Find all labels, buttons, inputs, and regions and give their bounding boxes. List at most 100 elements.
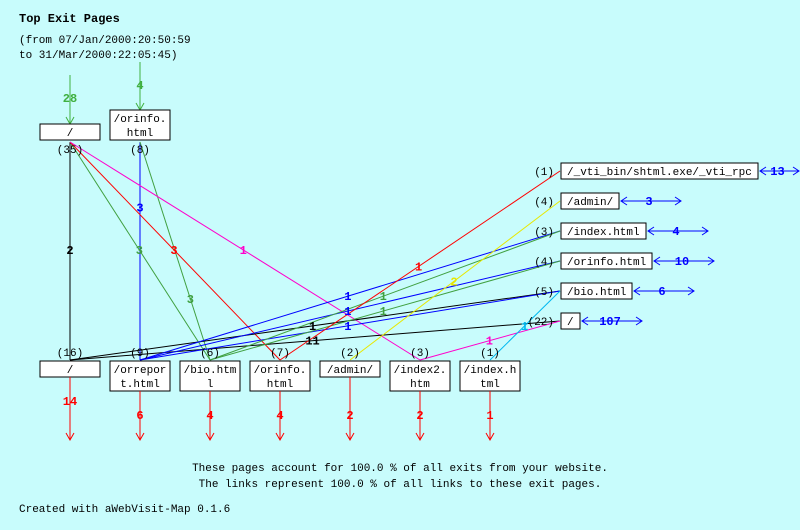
arrowhead-icon <box>345 432 355 442</box>
page-node-box <box>109 360 171 392</box>
edge-label: 1 <box>240 244 247 258</box>
page-title: Top Exit Pages <box>19 12 120 26</box>
edge-line <box>139 230 561 361</box>
edge-label: 1 <box>344 290 351 304</box>
exit-count: 14 <box>63 395 77 409</box>
page-node-label: tml <box>480 379 500 391</box>
page-hit-count: (4) <box>534 257 554 269</box>
page-node-label: /orinfo. <box>254 365 307 377</box>
page-node-label: html <box>127 128 153 140</box>
page-node-box <box>389 360 451 392</box>
date-range-start: (from 07/Jan/2000:20:50:59 <box>19 35 191 47</box>
page-node-label: l <box>207 379 214 391</box>
arrowhead-icon <box>205 432 215 442</box>
edge-line <box>139 290 561 361</box>
exit-count: 4 <box>206 409 213 423</box>
arrowhead-icon <box>65 432 75 442</box>
edge-line <box>489 290 561 361</box>
page-node-box <box>179 360 241 392</box>
edge-line <box>349 200 561 361</box>
arrowhead-icon <box>759 166 767 176</box>
page-node-box <box>560 222 647 240</box>
page-hit-count: (22) <box>528 317 554 329</box>
edge-label: 3 <box>187 293 194 307</box>
edge-line <box>69 141 281 361</box>
self-link-count: 3 <box>645 195 652 209</box>
edge-line <box>69 141 211 361</box>
edge-label: 1 <box>486 335 493 349</box>
edge-line <box>279 170 561 361</box>
page-node-box <box>560 192 620 210</box>
page-hit-count: (1) <box>480 348 500 360</box>
self-link-count: 107 <box>599 315 621 329</box>
arrowhead-icon <box>633 286 641 296</box>
edge-line <box>209 260 561 361</box>
links-summary: The links represent 100.0 % of all links… <box>198 479 602 491</box>
page-node-label: html <box>267 379 293 391</box>
page-node-label: /index.h <box>464 365 517 377</box>
entry-count: 28 <box>63 92 77 106</box>
self-link-count: 6 <box>658 285 665 299</box>
page-node-label: /index2. <box>394 365 447 377</box>
page-node-label: / <box>567 317 574 329</box>
page-hit-count: (1) <box>534 167 554 179</box>
page-node-label: /orinfo.html <box>567 257 646 269</box>
arrowhead-icon <box>635 316 643 326</box>
edge-label: 3 <box>136 201 143 215</box>
page-node-box <box>109 109 171 141</box>
edge-label: 2 <box>450 275 457 289</box>
edge-line <box>139 260 561 361</box>
page-hit-count: (6) <box>200 348 220 360</box>
page-hit-count: (35) <box>57 145 83 157</box>
arrowhead-icon <box>792 166 800 176</box>
page-hit-count: (8) <box>130 145 150 157</box>
page-node-box <box>560 252 653 270</box>
page-hit-count: (2) <box>340 348 360 360</box>
exit-count: 2 <box>346 409 353 423</box>
edge-label: 2 <box>66 244 73 258</box>
page-node-box <box>459 360 521 392</box>
page-hit-count: (3) <box>410 348 430 360</box>
page-node-box <box>560 312 581 330</box>
arrowhead-icon <box>707 256 715 266</box>
page-hit-count: (16) <box>57 348 83 360</box>
page-node-label: / <box>67 365 74 377</box>
exit-count: 4 <box>276 409 283 423</box>
page-hit-count: (4) <box>534 197 554 209</box>
arrowhead-icon <box>581 316 589 326</box>
edge-line <box>69 320 561 361</box>
exit-count: 2 <box>416 409 423 423</box>
arrowhead-icon <box>415 432 425 442</box>
arrowhead-icon <box>135 432 145 442</box>
edge-label: 1 <box>309 320 316 334</box>
credit-text: Created with aWebVisit-Map 0.1.6 <box>19 504 231 516</box>
arrowhead-icon <box>674 196 682 206</box>
date-range-end: to 31/Mar/2000:22:05:45) <box>19 50 178 62</box>
page-node-label: / <box>67 128 74 140</box>
edge-label: 1 <box>380 305 387 319</box>
exit-count: 6 <box>136 409 143 423</box>
page-hit-count: (5) <box>534 287 554 299</box>
edge-line <box>419 320 561 361</box>
self-link-count: 10 <box>675 255 689 269</box>
exit-summary: These pages account for 100.0 % of all e… <box>192 463 608 475</box>
page-node-label: htm <box>410 379 430 391</box>
exit-count: 1 <box>486 409 493 423</box>
edge-line <box>209 230 561 361</box>
page-node-box <box>39 123 101 141</box>
entry-count: 4 <box>136 79 143 93</box>
page-hit-count: (3) <box>534 227 554 239</box>
edge-label: 1 <box>521 320 528 334</box>
arrowhead-icon <box>653 256 661 266</box>
self-link-count: 4 <box>672 225 679 239</box>
edge-label: 3 <box>170 244 177 258</box>
arrowhead-icon <box>485 432 495 442</box>
page-hit-count: (7) <box>270 348 290 360</box>
arrowhead-icon <box>687 286 695 296</box>
page-node-label: /orinfo. <box>114 114 167 126</box>
page-node-label: /_vti_bin/shtml.exe/_vti_rpc <box>567 167 752 179</box>
page-hit-count: (9) <box>130 348 150 360</box>
page-node-label: /orrepor <box>114 365 167 377</box>
self-link-count: 13 <box>770 165 784 179</box>
